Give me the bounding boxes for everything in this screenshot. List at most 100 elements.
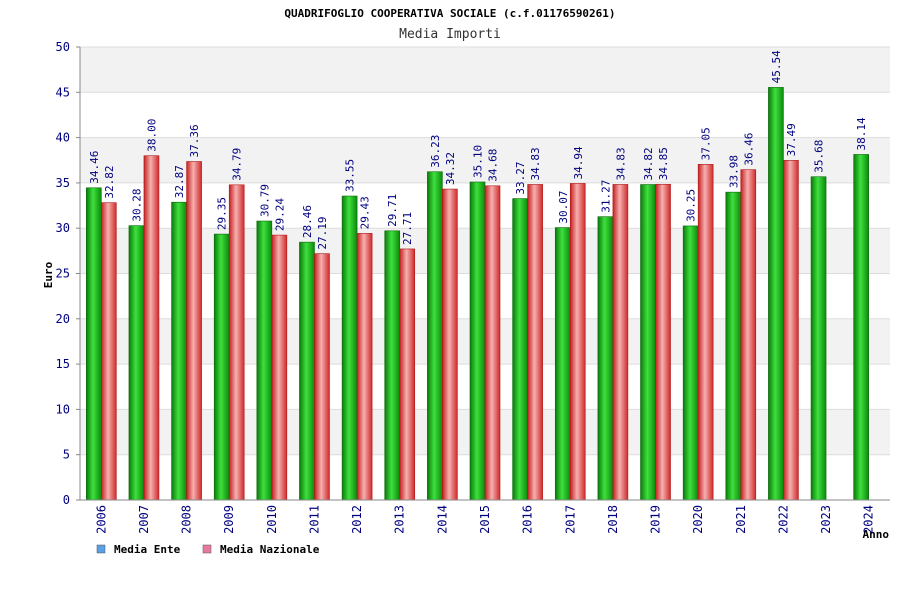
bar-media-ente-2024 <box>853 154 869 501</box>
x-tick-label: 2016 <box>521 505 535 534</box>
legend-swatch-media-nazionale <box>202 544 212 554</box>
data-label: 29.71 <box>386 194 399 227</box>
data-label: 37.49 <box>785 123 798 156</box>
bar-media-nazionale-2015 <box>484 185 501 501</box>
bar-media-ente-2006 <box>86 187 102 501</box>
bar-media-nazionale-2009 <box>228 184 245 501</box>
data-label: 34.79 <box>231 148 244 181</box>
x-axis-ticks: 2006 2007 2008 2009 2010 2011 2012 2013 2014 2015… <box>94 505 875 534</box>
data-label: 35.10 <box>472 145 485 178</box>
bar-media-nazionale-2007 <box>143 155 160 501</box>
data-label: 34.94 <box>572 146 585 179</box>
bar-media-ente-2015 <box>469 181 486 501</box>
data-label: 35.68 <box>813 140 826 173</box>
bar-media-ente-2012 <box>341 195 358 501</box>
x-tick-label: 2022 <box>776 505 790 534</box>
x-tick-label: 2014 <box>435 505 449 534</box>
x-tick-label: 2020 <box>691 505 705 534</box>
y-tick-label: 50 <box>56 40 70 54</box>
bars <box>86 87 869 501</box>
data-label: 30.25 <box>685 189 698 222</box>
legend-label-media-nazionale: Media Nazionale <box>220 543 320 556</box>
y-tick-label: 40 <box>56 131 70 145</box>
y-axis-label: Euro <box>42 261 55 288</box>
bar-media-ente-2013 <box>384 230 401 501</box>
data-label: 31.27 <box>599 180 612 213</box>
x-tick-label: 2009 <box>222 505 236 534</box>
x-tick-label: 2011 <box>307 505 321 534</box>
x-tick-label: 2007 <box>137 505 151 534</box>
bar-media-ente-2014 <box>427 171 443 501</box>
bar-media-nazionale-2016 <box>527 184 543 501</box>
chart-title: QUADRIFOGLIO COOPERATIVA SOCIALE (c.f.01… <box>284 7 615 20</box>
y-tick-label: 15 <box>56 357 70 371</box>
bar-media-nazionale-2013 <box>399 248 416 501</box>
bar-media-ente-2008 <box>171 201 187 501</box>
bar-media-ente-2023 <box>810 176 827 501</box>
bar-media-nazionale-2012 <box>356 233 373 501</box>
bar-media-nazionale-2022 <box>783 160 799 501</box>
x-axis-label: Anno <box>863 528 890 541</box>
data-label: 34.83 <box>529 147 542 180</box>
bar-media-nazionale-2019 <box>655 183 671 501</box>
bar-media-nazionale-2021 <box>740 169 757 501</box>
plot-band <box>80 92 890 138</box>
legend: Media Ente Media Nazionale <box>96 543 320 556</box>
x-tick-label: 2021 <box>734 505 748 534</box>
x-tick-label: 2024 <box>862 505 876 534</box>
y-tick-label: 20 <box>56 312 70 326</box>
data-label: 30.28 <box>130 189 143 222</box>
bar-media-nazionale-2017 <box>569 183 586 501</box>
bar-media-ente-2007 <box>128 225 145 501</box>
data-label: 38.00 <box>145 119 158 152</box>
x-tick-label: 2012 <box>350 505 364 534</box>
bar-media-ente-2022 <box>768 87 784 501</box>
data-label: 34.32 <box>444 152 457 185</box>
bar-media-nazionale-2020 <box>697 164 714 501</box>
data-label: 33.55 <box>344 159 357 192</box>
x-tick-label: 2013 <box>393 505 407 534</box>
data-label: 33.27 <box>514 161 527 194</box>
plot-band <box>80 47 890 93</box>
x-tick-label: 2008 <box>180 505 194 534</box>
bar-media-ente-2019 <box>640 184 656 501</box>
bar-media-nazionale-2010 <box>271 234 288 501</box>
bar-media-nazionale-2014 <box>442 188 458 501</box>
bar-media-nazionale-2011 <box>314 253 330 501</box>
data-label: 29.35 <box>216 197 229 230</box>
bar-media-ente-2018 <box>597 216 614 501</box>
y-tick-label: 45 <box>56 85 70 99</box>
data-label: 34.68 <box>487 149 500 182</box>
chart-subtitle: Media Importi <box>399 27 501 42</box>
legend-swatch-media-ente <box>96 544 106 554</box>
y-tick-label: 0 <box>63 493 70 507</box>
data-label: 29.24 <box>273 198 286 231</box>
x-tick-label: 2017 <box>563 505 577 534</box>
y-tick-label: 30 <box>56 221 70 235</box>
data-label: 27.19 <box>316 217 329 250</box>
bar-media-ente-2021 <box>725 191 742 501</box>
y-tick-label: 10 <box>56 402 70 416</box>
y-axis-ticks: 0 5 10 15 20 25 30 35 40 45 50 <box>56 40 80 507</box>
data-label: 45.54 <box>770 50 783 83</box>
bar-media-ente-2009 <box>213 233 230 501</box>
bar-media-ente-2020 <box>682 225 699 501</box>
data-label: 27.71 <box>401 212 414 245</box>
x-tick-label: 2006 <box>94 505 108 534</box>
bar-media-ente-2016 <box>512 198 528 501</box>
data-label: 29.43 <box>359 196 372 229</box>
data-label: 34.46 <box>88 151 101 184</box>
data-label: 33.98 <box>727 155 740 188</box>
bar-media-ente-2010 <box>256 220 273 501</box>
data-label: 30.79 <box>258 184 271 217</box>
y-tick-label: 35 <box>56 176 70 190</box>
data-label: 32.82 <box>103 166 116 199</box>
data-label: 34.85 <box>657 147 670 180</box>
data-label: 38.14 <box>855 117 868 150</box>
data-label: 36.23 <box>429 135 442 168</box>
y-tick-label: 25 <box>56 267 70 281</box>
data-label: 37.36 <box>188 124 201 157</box>
x-tick-label: 2010 <box>265 505 279 534</box>
